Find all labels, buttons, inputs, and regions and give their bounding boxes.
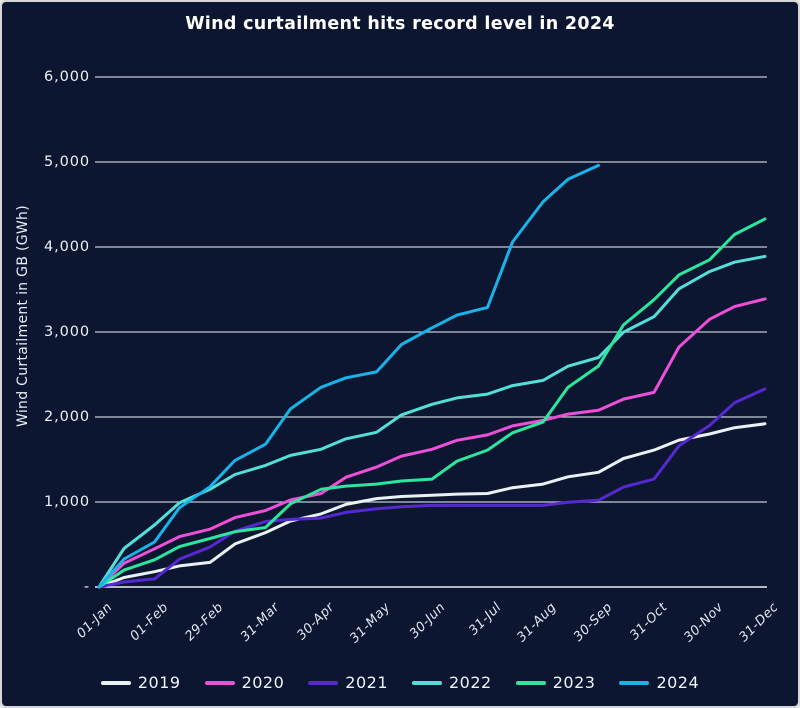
legend-item-2020[interactable]: 2020 bbox=[204, 673, 285, 692]
y-tick-label-1000: 1,000 bbox=[43, 494, 90, 510]
y-tick-label-5000: 5,000 bbox=[43, 154, 90, 170]
legend-swatch-2024 bbox=[619, 680, 650, 685]
legend-swatch-2022 bbox=[412, 680, 442, 685]
legend: 2019 2020 2021 2022 2023 2024 bbox=[2, 673, 798, 692]
legend-swatch-2019 bbox=[100, 680, 131, 685]
y-tick-label-6000: 6,000 bbox=[43, 69, 90, 85]
legend-label-2020: 2020 bbox=[241, 673, 285, 692]
series-line-2021[interactable] bbox=[97, 387, 767, 589]
series-line-2023[interactable] bbox=[97, 217, 767, 589]
series-line-2019[interactable] bbox=[97, 422, 767, 589]
legend-item-2022[interactable]: 2022 bbox=[412, 673, 492, 692]
legend-label-2022: 2022 bbox=[449, 673, 492, 692]
legend-label-2021: 2021 bbox=[345, 673, 388, 692]
legend-item-2021[interactable]: 2021 bbox=[308, 673, 388, 692]
legend-item-2024[interactable]: 2024 bbox=[619, 673, 699, 692]
y-tick-label-3000: 3,000 bbox=[43, 324, 90, 340]
legend-item-2023[interactable]: 2023 bbox=[515, 673, 596, 692]
legend-swatch-2020 bbox=[204, 680, 235, 685]
y-tick-label-0: - bbox=[83, 579, 90, 595]
legend-item-2019[interactable]: 2019 bbox=[100, 673, 181, 692]
legend-label-2023: 2023 bbox=[552, 673, 596, 692]
series-line-2022[interactable] bbox=[97, 254, 767, 589]
legend-label-2019: 2019 bbox=[137, 673, 181, 692]
legend-label-2024: 2024 bbox=[656, 673, 700, 692]
legend-swatch-2021 bbox=[308, 680, 339, 685]
y-tick-label-2000: 2,000 bbox=[43, 409, 90, 425]
y-tick-label-4000: 4,000 bbox=[43, 239, 90, 255]
chart-title: Wind curtailment hits record level in 20… bbox=[185, 14, 615, 34]
series-line-2024[interactable] bbox=[97, 163, 600, 589]
legend-swatch-2023 bbox=[515, 680, 546, 685]
series-line-2020[interactable] bbox=[97, 297, 767, 589]
